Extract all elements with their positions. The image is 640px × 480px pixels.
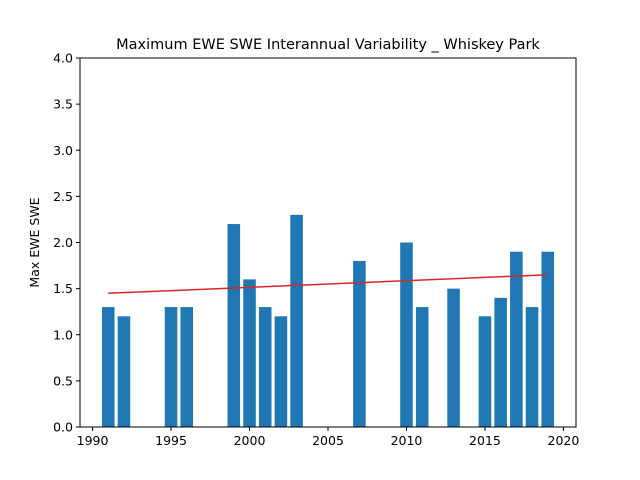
bar-2018	[525, 307, 539, 427]
bar-2001	[258, 307, 272, 427]
x-tick-label: 1995	[155, 433, 187, 448]
bar-1991	[101, 307, 115, 427]
bar-2003	[290, 214, 303, 427]
y-tick-label: 1.5	[53, 281, 73, 296]
bar-1995	[164, 307, 178, 427]
x-tick-label: 2020	[548, 433, 580, 448]
bar-1996	[180, 307, 194, 427]
bar-2000	[243, 279, 256, 427]
x-tick-label: 2010	[391, 433, 423, 448]
y-axis: 0.0 0.5 1.0 1.5 2.0 2.5 3.0 3.5 4.0	[53, 51, 80, 435]
bar-2017	[510, 251, 523, 427]
trend-line	[108, 274, 548, 294]
y-tick-label: 1.0	[53, 327, 73, 342]
bar-1992	[117, 316, 131, 427]
bar-2010	[400, 242, 413, 427]
bar-2013	[447, 288, 460, 428]
y-tick-label: 0.0	[53, 420, 73, 435]
y-tick-label: 4.0	[53, 51, 73, 66]
x-tick-label: 2005	[312, 433, 344, 448]
x-axis: 1990 1995 2000 2005 2010 2015 2020	[77, 427, 580, 448]
bar-2011	[415, 307, 429, 427]
y-tick-label: 0.5	[53, 373, 73, 388]
bar-2016	[494, 297, 507, 427]
bar-2007	[353, 260, 366, 427]
y-axis-label: Max EWE SWE	[27, 197, 42, 287]
trend-line-group	[108, 274, 548, 294]
y-tick-label: 3.0	[53, 143, 73, 158]
bar-1999	[227, 224, 241, 427]
bar-2002	[274, 316, 288, 427]
x-tick-label: 1990	[77, 433, 109, 448]
x-tick-label: 2000	[234, 433, 266, 448]
x-tick-label: 2015	[469, 433, 501, 448]
chart-title: Maximum EWE SWE Interannual Variability …	[116, 37, 540, 53]
bar-2019	[541, 251, 555, 427]
y-tick-label: 2.0	[53, 235, 73, 250]
y-tick-label: 3.5	[53, 97, 73, 112]
y-tick-label: 2.5	[53, 189, 73, 204]
bars-group	[101, 214, 555, 428]
bar-2015	[478, 316, 492, 427]
plot-frame	[79, 57, 577, 428]
